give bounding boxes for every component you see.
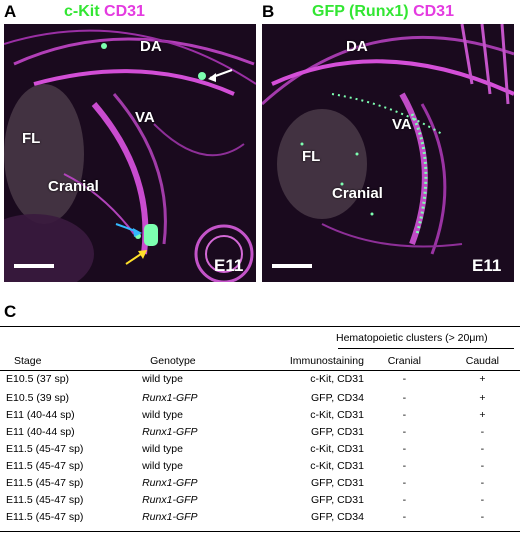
scale-bar-b xyxy=(272,264,312,268)
cell-stage: E11 (40-44 sp) xyxy=(6,408,75,421)
cell-genotype: wild type xyxy=(142,408,183,421)
cell-stage: E11 (40-44 sp) xyxy=(6,425,75,438)
cell-cranial: - xyxy=(402,425,407,438)
cell-genotype: Runx1-GFP xyxy=(142,391,198,404)
table-row: E11.5 (45-47 sp) wild type c-Kit, CD31 - - xyxy=(0,440,520,457)
cell-immunostaining: c-Kit, CD31 xyxy=(310,408,364,421)
panel-b-letter: B xyxy=(262,2,275,21)
cell-immunostaining: GFP, CD31 xyxy=(311,425,364,438)
micrograph-a-image xyxy=(4,24,256,282)
header-bottom-rule xyxy=(0,370,520,371)
table-top-rule xyxy=(0,326,520,327)
cell-caudal: - xyxy=(480,476,485,489)
cell-stage: E11.5 (45-47 sp) xyxy=(6,459,84,472)
cell-immunostaining: GFP, CD34 xyxy=(311,510,364,523)
label-cranial-a: Cranial xyxy=(48,178,99,195)
label-cranial-b: Cranial xyxy=(332,185,383,202)
col-header-immunostaining: Immunostaining xyxy=(289,354,364,367)
cell-caudal: - xyxy=(480,493,485,506)
table-row: E11.5 (45-47 sp) wild type c-Kit, CD31 - - xyxy=(0,457,520,474)
panel-a-letter: A xyxy=(4,2,17,21)
panel-b-title-cd31: CD31 xyxy=(413,3,454,20)
cell-caudal: - xyxy=(480,425,485,438)
cell-cranial: - xyxy=(402,442,407,455)
cell-caudal: - xyxy=(480,459,485,472)
cell-stage: E10.5 (39 sp) xyxy=(6,391,70,404)
cell-caudal: - xyxy=(480,442,485,455)
panel-a-title: c-Kit CD31 xyxy=(64,3,145,21)
label-va-b: VA xyxy=(392,116,412,133)
cell-stage: E11.5 (45-47 sp) xyxy=(6,493,84,506)
cell-genotype: wild type xyxy=(142,373,183,385)
cell-genotype: wild type xyxy=(142,459,183,472)
table-header-row: Stage Genotype Immunostaining Cranial Ca… xyxy=(0,352,520,369)
cell-cranial: - xyxy=(402,476,407,489)
group-header-clusters: Hematopoietic clusters (> 20μm) xyxy=(336,332,488,344)
stage-label-b: E11 xyxy=(472,256,502,275)
cell-genotype: Runx1-GFP xyxy=(142,510,198,523)
cell-genotype: wild type xyxy=(142,442,183,455)
cell-stage: E11.5 (45-47 sp) xyxy=(6,442,84,455)
cluster-table: Stage Genotype Immunostaining Cranial Ca… xyxy=(0,352,520,525)
cell-stage: E10.5 (37 sp) xyxy=(6,373,70,385)
cell-genotype: Runx1-GFP xyxy=(142,493,198,506)
label-da-b: DA xyxy=(346,38,368,55)
col-header-caudal: Caudal xyxy=(465,354,500,367)
cell-caudal: + xyxy=(479,391,486,404)
cell-stage: E11.5 (45-47 sp) xyxy=(6,510,84,523)
table-row: E11 (40-44 sp) wild type c-Kit, CD31 - + xyxy=(0,406,520,423)
table-row: E10.5 (37 sp) wild type c-Kit, CD31 - + xyxy=(0,369,520,389)
label-da-a: DA xyxy=(140,38,162,55)
cell-immunostaining: c-Kit, CD31 xyxy=(310,373,364,385)
micrograph-b-image xyxy=(262,24,514,282)
panel-c-letter: C xyxy=(4,302,17,321)
micrograph-a: DA VA FL Cranial E11 xyxy=(4,24,256,282)
panel-a-title-ckit: c-Kit xyxy=(64,3,100,20)
scale-bar-a xyxy=(14,264,54,268)
label-fl-a: FL xyxy=(22,130,41,147)
group-header-rule xyxy=(338,348,514,349)
table-row: E11.5 (45-47 sp) Runx1-GFP GFP, CD34 - - xyxy=(0,508,520,525)
cell-cranial: - xyxy=(402,373,407,385)
cell-immunostaining: GFP, CD31 xyxy=(311,493,364,506)
cell-caudal: - xyxy=(480,510,485,523)
table-row: E11.5 (45-47 sp) Runx1-GFP GFP, CD31 - - xyxy=(0,474,520,491)
cell-cranial: - xyxy=(402,459,407,472)
table-row: E11.5 (45-47 sp) Runx1-GFP GFP, CD31 - - xyxy=(0,491,520,508)
cell-caudal: + xyxy=(479,408,486,421)
cell-caudal: + xyxy=(479,373,486,385)
panel-a-title-cd31: CD31 xyxy=(104,3,145,20)
cell-immunostaining: GFP, CD34 xyxy=(311,391,364,404)
label-fl-b: FL xyxy=(302,148,321,165)
cell-immunostaining: GFP, CD31 xyxy=(311,476,364,489)
col-header-cranial: Cranial xyxy=(387,354,421,367)
table-row: E11 (40-44 sp) Runx1-GFP GFP, CD31 - - xyxy=(0,423,520,440)
panel-b-title: GFP (Runx1) CD31 xyxy=(312,3,454,21)
label-va-a: VA xyxy=(135,109,155,126)
micrograph-b: DA VA FL Cranial E11 xyxy=(262,24,514,282)
cell-stage: E11.5 (45-47 sp) xyxy=(6,476,84,489)
cell-cranial: - xyxy=(402,510,407,523)
cell-cranial: - xyxy=(402,408,407,421)
cell-cranial: - xyxy=(402,391,407,404)
table-bottom-rule xyxy=(0,531,520,532)
cell-genotype: Runx1-GFP xyxy=(142,425,198,438)
cell-immunostaining: c-Kit, CD31 xyxy=(310,459,364,472)
stage-label-a: E11 xyxy=(214,256,244,275)
cell-genotype: Runx1-GFP xyxy=(142,476,198,489)
cell-immunostaining: c-Kit, CD31 xyxy=(310,442,364,455)
col-header-genotype: Genotype xyxy=(150,354,196,367)
table-row: E10.5 (39 sp) Runx1-GFP GFP, CD34 - + xyxy=(0,389,520,406)
panel-b-title-gfp: GFP (Runx1) xyxy=(312,3,409,20)
col-header-stage: Stage xyxy=(14,354,42,367)
cell-cranial: - xyxy=(402,493,407,506)
